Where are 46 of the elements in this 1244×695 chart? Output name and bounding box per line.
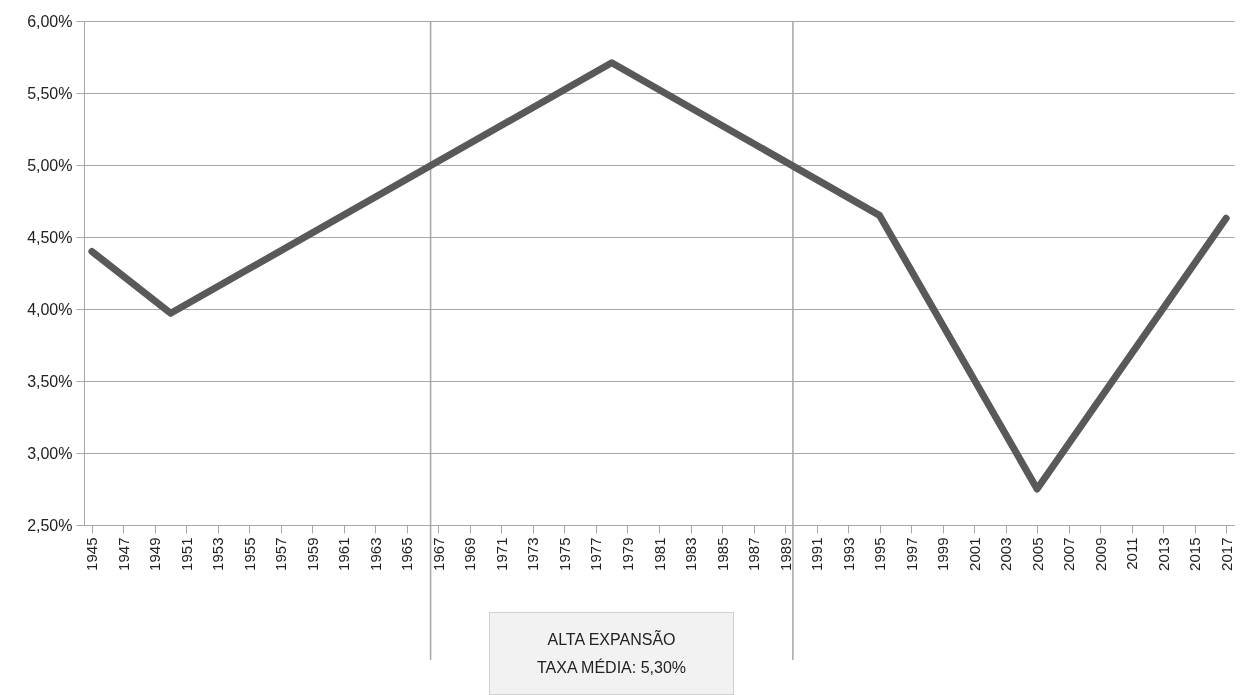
y-tick-label: 4,00% (27, 300, 73, 318)
x-tick-label: 1971 (492, 537, 510, 571)
x-tick-label: 2003 (997, 537, 1015, 571)
y-tick-label: 4,50% (27, 228, 73, 246)
x-tick-label: 1983 (682, 537, 700, 571)
x-tick-label: 1947 (114, 537, 132, 571)
x-tick-label: 1955 (240, 537, 258, 571)
x-tick-label: 1977 (587, 537, 605, 571)
x-tick-label: 1991 (808, 537, 826, 571)
x-tick-label: 1961 (335, 537, 353, 571)
y-tick-label: 5,50% (27, 84, 73, 102)
y-tick-label: 2,50% (27, 516, 73, 534)
x-tick-label: 1951 (177, 537, 195, 571)
x-tick-label: 2007 (1060, 537, 1078, 571)
y-tick-label: 3,00% (27, 444, 73, 462)
x-tick-label: 1959 (303, 537, 321, 571)
x-tick-label: 2015 (1186, 537, 1204, 571)
x-tick-label: 1973 (524, 537, 542, 571)
x-tick-label: 1995 (871, 537, 889, 571)
x-tick-label: 1979 (618, 537, 636, 571)
x-tick-label: 1987 (745, 537, 763, 571)
x-tick-label: 1965 (398, 537, 416, 571)
x-tick-label: 1993 (839, 537, 857, 571)
x-tick-label: 2011 (1123, 537, 1141, 570)
x-tick-label: 1969 (461, 537, 479, 571)
x-tick-label: 1981 (650, 537, 668, 571)
x-tick-label: 1949 (146, 537, 164, 571)
y-tick-label: 6,00% (27, 12, 73, 30)
x-tick-label: 2001 (965, 537, 983, 571)
x-tick-label: 2005 (1028, 537, 1046, 571)
x-tick-label: 2013 (1154, 537, 1172, 571)
x-tick-label: 1963 (366, 537, 384, 571)
x-tick-label: 1999 (934, 537, 952, 571)
y-tick-label: 3,50% (27, 372, 73, 390)
y-tick-label: 5,00% (27, 156, 73, 174)
x-tick-label: 1953 (209, 537, 227, 571)
x-tick-label: 1967 (429, 537, 447, 571)
x-tick-label: 1985 (713, 537, 731, 571)
text: ALTA EXPANSÃO TAXA MÉDIA: 5,30% (536, 629, 687, 678)
x-tick-label: 1957 (272, 537, 290, 571)
x-tick-label: 1989 (776, 537, 794, 571)
x-tick-label: 1997 (902, 537, 920, 571)
x-tick-label: 1945 (83, 537, 101, 571)
x-tick-label: 2009 (1091, 537, 1109, 571)
x-tick-label: 1975 (555, 537, 573, 571)
x-tick-label: 2017 (1217, 537, 1235, 571)
